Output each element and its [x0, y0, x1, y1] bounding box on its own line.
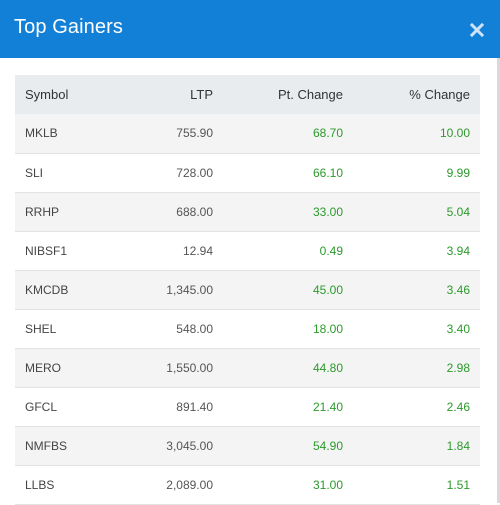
- table-row[interactable]: RRHP 688.00 33.00 5.04: [15, 192, 480, 231]
- cell-symbol: NIBSF1: [25, 243, 68, 258]
- gainers-table: Symbol LTP Pt. Change % Change MKLB 755.…: [15, 75, 480, 505]
- header-pct-change[interactable]: % Change: [409, 87, 470, 102]
- header-symbol[interactable]: Symbol: [25, 87, 69, 102]
- cell-pt-change: 0.49: [319, 243, 343, 258]
- cell-pt-change: 66.10: [312, 165, 343, 180]
- cell-symbol: SLI: [25, 165, 44, 180]
- gainers-table-container: Symbol LTP Pt. Change % Change MKLB 755.…: [15, 75, 480, 505]
- table-row[interactable]: SHEL 548.00 18.00 3.40: [15, 309, 480, 348]
- table-row[interactable]: LLBS 2,089.00 31.00 1.51: [15, 465, 480, 504]
- cell-pt-change: 45.00: [312, 282, 343, 297]
- cell-symbol: MERO: [25, 360, 61, 375]
- header-pt-change[interactable]: Pt. Change: [277, 87, 343, 102]
- cell-pct-change: 2.98: [446, 360, 470, 375]
- cell-pct-change: 3.40: [446, 321, 470, 336]
- cell-ltp: 688.00: [176, 204, 213, 219]
- cell-ltp: 3,045.00: [166, 438, 213, 453]
- table-row[interactable]: KMCDB 1,345.00 45.00 3.46: [15, 270, 480, 309]
- cell-ltp: 1,345.00: [166, 282, 213, 297]
- cell-symbol: RRHP: [25, 204, 60, 219]
- table-row[interactable]: NMFBS 3,045.00 54.90 1.84: [15, 426, 480, 465]
- cell-pct-change: 3.46: [446, 282, 470, 297]
- table-row[interactable]: MKLB 755.90 68.70 10.00: [15, 114, 480, 153]
- cell-symbol: SHEL: [25, 321, 57, 336]
- cell-ltp: 755.90: [176, 126, 213, 141]
- cell-pt-change: 68.70: [312, 126, 343, 141]
- cell-symbol: LLBS: [25, 477, 55, 492]
- cell-pt-change: 54.90: [312, 438, 343, 453]
- header-ltp[interactable]: LTP: [190, 87, 213, 102]
- close-button[interactable]: [466, 19, 488, 41]
- cell-pt-change: 44.80: [312, 360, 343, 375]
- table-row[interactable]: NIBSF1 12.94 0.49 3.94: [15, 231, 480, 270]
- cell-pct-change: 1.84: [446, 438, 470, 453]
- modal-title: Top Gainers: [14, 15, 123, 38]
- modal-header: Top Gainers: [0, 0, 500, 58]
- table-header-row: Symbol LTP Pt. Change % Change: [15, 75, 480, 114]
- cell-pt-change: 31.00: [312, 477, 343, 492]
- cell-pct-change: 5.04: [446, 204, 470, 219]
- table-row[interactable]: MERO 1,550.00 44.80 2.98: [15, 348, 480, 387]
- cell-pct-change: 2.46: [446, 399, 470, 414]
- cell-pct-change: 10.00: [439, 126, 470, 141]
- cell-symbol: GFCL: [25, 399, 58, 414]
- table-row[interactable]: GFCL 891.40 21.40 2.46: [15, 387, 480, 426]
- cell-pct-change: 9.99: [446, 165, 470, 180]
- cell-ltp: 12.94: [182, 243, 213, 258]
- cell-ltp: 1,550.00: [166, 360, 213, 375]
- cell-ltp: 2,089.00: [166, 477, 213, 492]
- cell-symbol: MKLB: [25, 126, 58, 141]
- cell-ltp: 891.40: [176, 399, 213, 414]
- cell-pct-change: 1.51: [446, 477, 470, 492]
- cell-pct-change: 3.94: [446, 243, 470, 258]
- close-icon: [470, 23, 484, 37]
- cell-pt-change: 33.00: [312, 204, 343, 219]
- cell-symbol: NMFBS: [25, 438, 67, 453]
- cell-ltp: 548.00: [176, 321, 213, 336]
- cell-ltp: 728.00: [176, 165, 213, 180]
- cell-pt-change: 18.00: [312, 321, 343, 336]
- scrollbar[interactable]: [497, 58, 500, 503]
- cell-pt-change: 21.40: [312, 399, 343, 414]
- table-row[interactable]: SLI 728.00 66.10 9.99: [15, 153, 480, 192]
- cell-symbol: KMCDB: [25, 282, 69, 297]
